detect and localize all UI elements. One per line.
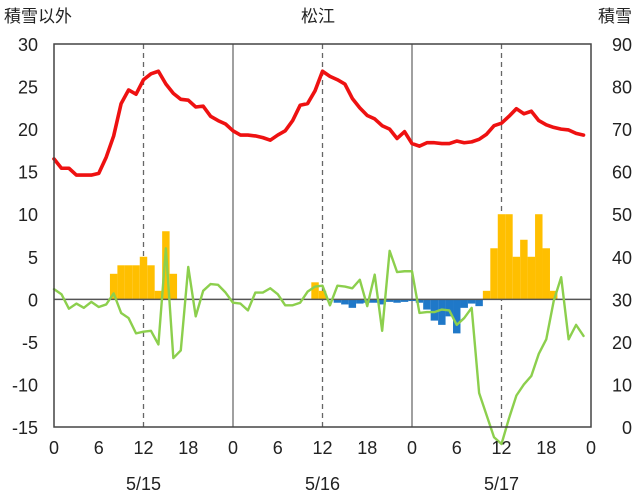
precip-bar-positive: [535, 214, 543, 300]
precip-bar-negative: [385, 299, 394, 302]
precip-bar-negative: [400, 299, 409, 302]
left-tick-label: 25: [18, 78, 38, 98]
left-tick-label: 15: [18, 163, 38, 183]
precip-bar-positive: [542, 248, 550, 300]
precip-bar-negative: [356, 299, 364, 304]
x-tick-label: 6: [452, 438, 462, 458]
precip-bar-positive: [497, 214, 506, 300]
right-tick-label: 90: [612, 35, 632, 55]
precip-bar-positive: [117, 265, 125, 300]
left-tick-label: -10: [12, 375, 38, 395]
x-tick-label: 6: [94, 438, 104, 458]
right-tick-label: 10: [612, 375, 632, 395]
precip-bar-negative: [333, 299, 342, 303]
precip-bar-positive: [549, 290, 558, 300]
left-tick-label: 10: [18, 205, 38, 225]
plot-area: 302520151050-5-10-1590807060504030201000…: [12, 35, 632, 494]
precip-bar-positive: [109, 273, 118, 300]
x-tick-label: 0: [228, 438, 238, 458]
left-tick-label: -15: [12, 418, 38, 438]
precip-bar-positive: [147, 265, 155, 300]
precip-bar-negative: [408, 299, 416, 302]
precip-bar-negative: [460, 299, 468, 308]
right-tick-label: 70: [612, 120, 632, 140]
day-label: 5/17: [484, 474, 519, 494]
precip-bar-negative: [378, 299, 386, 305]
left-axis-title: 積雪以外: [4, 7, 72, 26]
precip-bar-negative: [393, 299, 401, 303]
plot-border: [53, 43, 592, 428]
right-tick-label: 20: [612, 333, 632, 353]
precip-bar-positive: [169, 273, 178, 300]
x-tick-label: 18: [357, 438, 377, 458]
precip-bar-positive: [505, 214, 513, 300]
right-tick-label: 50: [612, 205, 632, 225]
green-series-line: [52, 247, 585, 446]
precip-bar-negative: [430, 299, 439, 321]
left-tick-label: 20: [18, 120, 38, 140]
precip-bar-positive: [132, 265, 140, 300]
x-tick-label: 18: [178, 438, 198, 458]
precip-bar-positive: [512, 256, 521, 300]
precip-bar-positive: [520, 239, 528, 300]
precip-bar-negative: [453, 299, 461, 334]
right-tick-label: 40: [612, 248, 632, 268]
x-tick-label: 12: [491, 438, 511, 458]
x-tick-label: 0: [586, 438, 596, 458]
precip-bar-positive: [311, 282, 319, 300]
temperature-line: [52, 69, 586, 177]
precip-bar-positive: [124, 265, 133, 300]
precip-bar-negative: [415, 299, 424, 303]
chart-title: 松江: [301, 7, 335, 26]
x-tick-label: 18: [536, 438, 556, 458]
precip-bar-positive: [490, 248, 498, 300]
x-tick-label: 0: [49, 438, 59, 458]
right-tick-label: 80: [612, 78, 632, 98]
precip-bar-positive: [527, 256, 536, 300]
precip-bar-negative: [370, 299, 379, 303]
x-tick-label: 12: [133, 438, 153, 458]
precip-bar-negative: [348, 299, 357, 308]
x-tick-label: 0: [407, 438, 417, 458]
precip-bar-positive: [139, 256, 148, 300]
right-tick-label: 0: [622, 418, 632, 438]
right-tick-label: 30: [612, 290, 632, 310]
day-label: 5/16: [305, 474, 340, 494]
precip-bar-negative: [438, 299, 446, 325]
left-tick-label: 0: [28, 290, 38, 310]
precip-bar-negative: [423, 299, 431, 310]
right-axis-title: 積雪: [598, 7, 632, 26]
x-tick-label: 6: [273, 438, 283, 458]
precip-bar-negative: [445, 299, 454, 317]
precip-bar-positive: [482, 290, 491, 300]
left-tick-label: 30: [18, 35, 38, 55]
precip-bar-negative: [341, 299, 349, 305]
precip-bar-positive: [318, 290, 327, 300]
precip-bar-negative: [467, 299, 476, 304]
x-tick-label: 12: [312, 438, 332, 458]
right-tick-label: 60: [612, 163, 632, 183]
left-tick-label: 5: [28, 248, 38, 268]
day-label: 5/15: [126, 474, 161, 494]
precip-bar-negative: [475, 299, 483, 307]
precip-bar-positive: [154, 290, 163, 300]
left-tick-label: -5: [22, 333, 38, 353]
